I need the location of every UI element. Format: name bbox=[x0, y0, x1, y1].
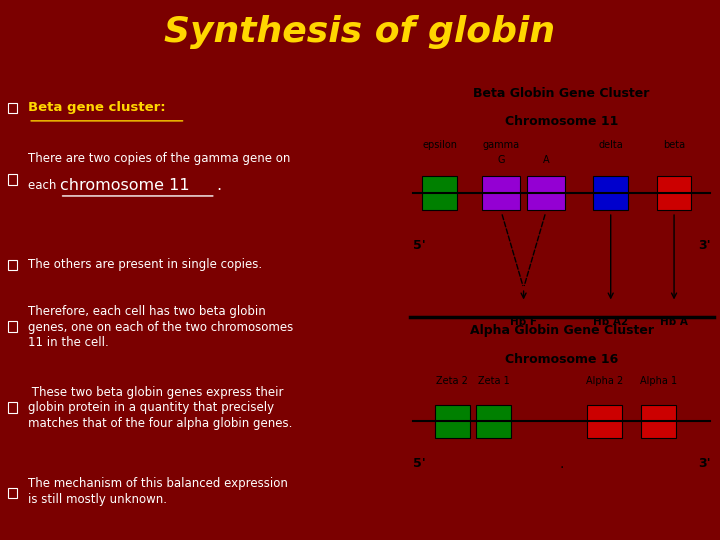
Text: delta: delta bbox=[598, 140, 623, 150]
Text: These two beta globin genes express their: These two beta globin genes express thei… bbox=[28, 386, 284, 399]
Text: genes, one on each of the two chromosomes: genes, one on each of the two chromosome… bbox=[28, 321, 294, 334]
Text: is still mostly unknown.: is still mostly unknown. bbox=[28, 492, 167, 505]
Text: There are two copies of the gamma gene on: There are two copies of the gamma gene o… bbox=[28, 152, 291, 165]
Text: A: A bbox=[542, 154, 549, 165]
Text: Zeta 1: Zeta 1 bbox=[477, 375, 509, 386]
Text: Alpha 1: Alpha 1 bbox=[639, 375, 677, 386]
Text: Beta gene cluster:: Beta gene cluster: bbox=[28, 101, 166, 114]
Bar bbox=[587, 404, 622, 438]
Bar bbox=[8, 488, 17, 498]
Text: Therefore, each cell has two beta globin: Therefore, each cell has two beta globin bbox=[28, 306, 266, 319]
Text: matches that of the four alpha globin genes.: matches that of the four alpha globin ge… bbox=[28, 416, 292, 430]
Text: Chromosome 11: Chromosome 11 bbox=[505, 116, 618, 129]
Text: Chromosome 16: Chromosome 16 bbox=[505, 353, 618, 366]
Text: chromosome 11: chromosome 11 bbox=[60, 178, 189, 193]
Text: 5': 5' bbox=[413, 457, 426, 470]
Text: 3': 3' bbox=[698, 239, 711, 252]
Bar bbox=[482, 177, 521, 210]
Bar bbox=[422, 177, 457, 210]
Bar bbox=[435, 404, 469, 438]
Text: Zeta 2: Zeta 2 bbox=[436, 375, 468, 386]
Bar bbox=[657, 177, 691, 210]
Text: G: G bbox=[498, 154, 505, 165]
Text: Alpha 2: Alpha 2 bbox=[586, 375, 623, 386]
Text: 5': 5' bbox=[413, 239, 426, 252]
Text: Hb A: Hb A bbox=[660, 316, 688, 327]
Bar bbox=[8, 103, 17, 113]
Bar bbox=[8, 402, 17, 413]
Text: Alpha Globin Gene Cluster: Alpha Globin Gene Cluster bbox=[469, 325, 654, 338]
Bar bbox=[8, 174, 17, 185]
Text: The mechanism of this balanced expression: The mechanism of this balanced expressio… bbox=[28, 477, 288, 490]
Text: .: . bbox=[217, 178, 222, 193]
Bar bbox=[476, 404, 511, 438]
Bar bbox=[593, 177, 628, 210]
Text: globin protein in a quantity that precisely: globin protein in a quantity that precis… bbox=[28, 401, 274, 414]
Text: Beta Globin Gene Cluster: Beta Globin Gene Cluster bbox=[474, 87, 649, 100]
Bar bbox=[8, 321, 17, 332]
Text: beta: beta bbox=[663, 140, 685, 150]
Text: .: . bbox=[559, 457, 564, 471]
Text: 3': 3' bbox=[698, 457, 711, 470]
Text: gamma: gamma bbox=[483, 140, 520, 150]
Bar bbox=[8, 260, 17, 270]
Bar bbox=[527, 177, 564, 210]
Text: Hb F: Hb F bbox=[510, 316, 537, 327]
Text: The others are present in single copies.: The others are present in single copies. bbox=[28, 258, 262, 271]
Text: each: each bbox=[28, 179, 60, 192]
Text: 11 in the cell.: 11 in the cell. bbox=[28, 336, 109, 349]
Text: Hb A2: Hb A2 bbox=[593, 316, 629, 327]
Text: Synthesis of globin: Synthesis of globin bbox=[164, 16, 556, 49]
Bar bbox=[641, 404, 675, 438]
Text: epsilon: epsilon bbox=[422, 140, 457, 150]
